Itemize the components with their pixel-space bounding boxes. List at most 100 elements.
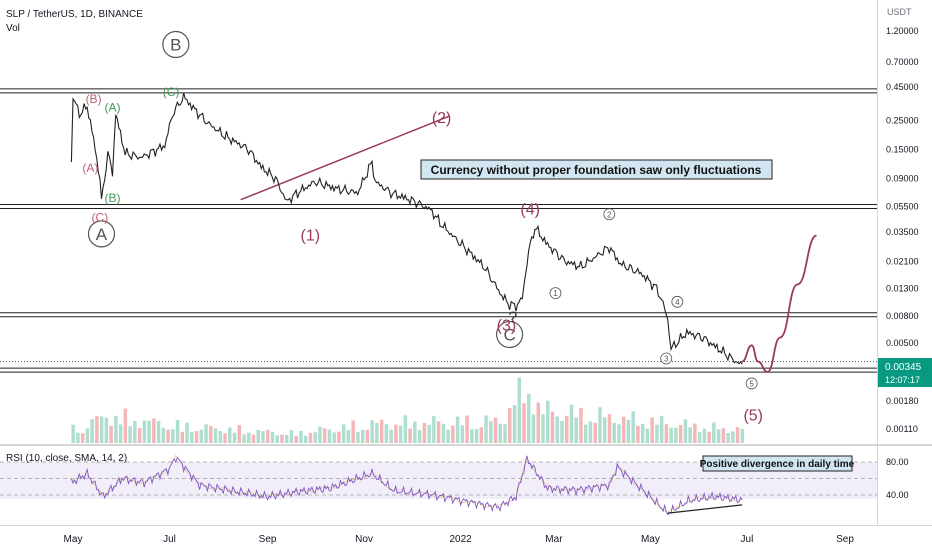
- volume-bar: [564, 415, 569, 443]
- volume-bar: [735, 427, 740, 443]
- volume-bar: [95, 416, 99, 443]
- wave-label: (C): [163, 85, 180, 99]
- time-tick-label: May: [64, 534, 83, 545]
- annotation-main-text: Currency without proper foundation saw o…: [431, 163, 762, 177]
- volume-bar: [503, 424, 507, 443]
- volume-bar: [702, 428, 707, 443]
- volume-bar: [508, 408, 512, 443]
- volume-bar: [137, 428, 142, 443]
- annotation-rsi-text: Positive divergence in daily time: [700, 459, 855, 470]
- volume-bar: [636, 425, 640, 443]
- annotation-box-rsi[interactable]: Positive divergence in daily time: [700, 455, 855, 472]
- price-tick-label: 0.25000: [886, 115, 919, 125]
- volume-bar: [422, 423, 427, 443]
- volume-label: Vol: [6, 23, 20, 34]
- rsi-label: RSI (10, close, SMA, 14, 2): [6, 453, 127, 464]
- wave-label: C: [503, 325, 515, 344]
- rsi-tick-label: 80.00: [886, 457, 909, 467]
- last-price-label: 0.00345: [885, 362, 922, 373]
- volume-bar: [180, 431, 185, 443]
- time-tick-label: Sep: [836, 534, 854, 545]
- wave-label-circle: [671, 295, 684, 308]
- price-tick-label: 0.15000: [886, 144, 919, 154]
- volume-bar: [218, 431, 223, 443]
- volume-bar: [247, 432, 251, 443]
- time-tick-label: Jul: [163, 534, 176, 545]
- volume-bar: [446, 429, 450, 443]
- wave-label: B: [170, 36, 181, 55]
- wave-label: ?: [508, 310, 517, 327]
- wave-label: (4): [520, 202, 540, 219]
- volume-bar: [275, 435, 279, 443]
- volume-bar: [133, 421, 137, 443]
- volume-bar: [99, 416, 104, 443]
- volume-bar: [398, 425, 403, 443]
- volume-bar: [721, 428, 726, 443]
- volume-bar: [318, 426, 322, 443]
- price-tick-label: 1.20000: [886, 26, 919, 36]
- rsi-tick-label: 40.00: [886, 490, 909, 500]
- price-tag-bg: [878, 358, 932, 387]
- price-tick-label: 0.01300: [886, 284, 919, 294]
- volume-bar: [731, 431, 735, 443]
- volume-bar: [346, 429, 351, 443]
- volume-bar: [659, 415, 664, 443]
- volume-bar: [114, 416, 118, 443]
- time-tick-label: Mar: [545, 534, 563, 545]
- volume-bars: [71, 377, 745, 443]
- volume-bar: [109, 425, 113, 443]
- time-tick-label: 2022: [449, 534, 472, 545]
- time-tick-label: May: [641, 534, 660, 545]
- volume-bar: [280, 434, 284, 443]
- horizontal-levels: [0, 88, 877, 373]
- volume-bar: [484, 415, 488, 443]
- volume-bar: [204, 424, 208, 443]
- volume-bar: [417, 430, 422, 443]
- volume-bar: [237, 425, 242, 443]
- volume-bar: [522, 403, 526, 443]
- volume-bar: [261, 431, 265, 443]
- volume-bar: [242, 434, 246, 443]
- wave-label: A: [96, 225, 108, 244]
- volume-bar: [213, 428, 218, 443]
- volume-bar: [370, 420, 374, 443]
- volume-bar: [678, 424, 683, 443]
- volume-bar: [375, 422, 379, 443]
- volume-bar: [123, 408, 128, 443]
- volume-bar: [185, 422, 189, 443]
- volume-bar: [128, 426, 132, 443]
- volume-bar: [232, 432, 237, 443]
- volume-bar: [612, 422, 616, 443]
- annotation-box-main[interactable]: Currency without proper foundation saw o…: [420, 159, 773, 180]
- volume-bar: [166, 429, 170, 443]
- wave-label: 1: [553, 289, 558, 298]
- volume-bar: [451, 425, 455, 443]
- volume-bar: [683, 419, 688, 443]
- volume-bar: [427, 424, 431, 443]
- volume-bar: [299, 430, 303, 443]
- price-tick-label: 0.70000: [886, 57, 919, 67]
- volume-bar: [104, 417, 109, 443]
- volume-bar: [436, 421, 441, 443]
- wave-label-circle: [745, 377, 758, 390]
- chart-title: SLP / TetherUS, 1D, BINANCE: [6, 9, 143, 20]
- volume-bar: [541, 414, 545, 443]
- wave-label-circle: [496, 320, 524, 349]
- volume-bar: [583, 424, 588, 443]
- volume-bar: [716, 429, 721, 443]
- volume-bar: [674, 427, 678, 443]
- volume-bar: [550, 411, 555, 443]
- trendline: [240, 115, 450, 201]
- price-tick-label: 0.05500: [886, 202, 919, 212]
- volume-bar: [85, 428, 90, 443]
- volume-bar: [645, 428, 650, 443]
- volume-bar: [403, 415, 408, 443]
- wave-labels: BAC(B)(A)(C)(A)(B)(C)(2)(1)(4)(3)?(5)123…: [82, 30, 763, 424]
- volume-bar: [712, 422, 716, 443]
- time-axis-ticks: May Jul Sep Nov 2022 Mar May Jul Sep: [64, 534, 855, 545]
- time-tick-label: Jul: [741, 534, 754, 545]
- volume-bar: [498, 423, 503, 443]
- price-tick-label: 0.45000: [886, 82, 919, 92]
- volume-bar: [76, 432, 80, 443]
- annotation-box-rsi-bg: [702, 455, 853, 472]
